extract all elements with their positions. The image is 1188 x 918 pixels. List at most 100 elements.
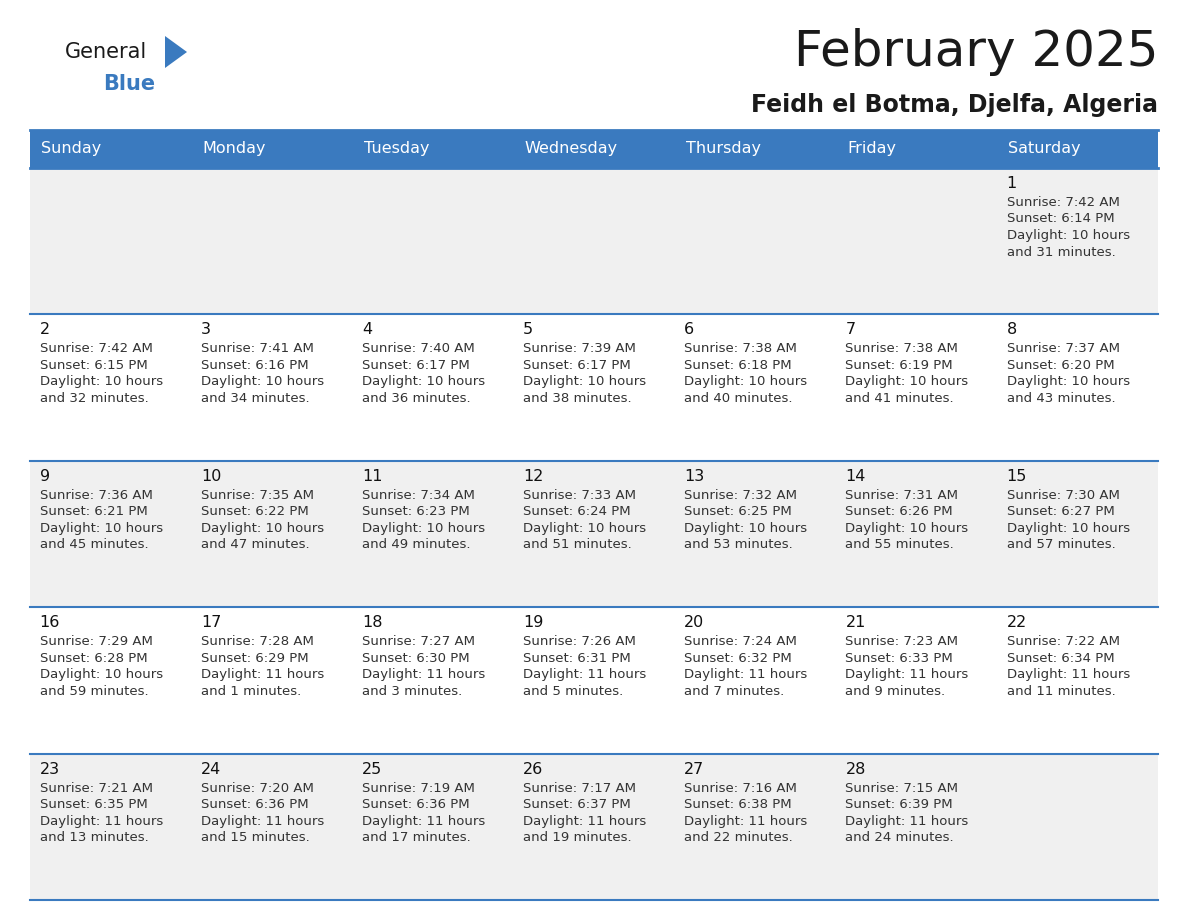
Text: Sunrise: 7:30 AM: Sunrise: 7:30 AM <box>1006 488 1119 502</box>
Text: Sunset: 6:36 PM: Sunset: 6:36 PM <box>362 798 469 812</box>
Text: and 7 minutes.: and 7 minutes. <box>684 685 784 698</box>
Text: February 2025: February 2025 <box>794 28 1158 76</box>
Text: 12: 12 <box>523 469 543 484</box>
Text: and 34 minutes.: and 34 minutes. <box>201 392 309 405</box>
Text: Daylight: 10 hours: Daylight: 10 hours <box>1006 375 1130 388</box>
Text: Feidh el Botma, Djelfa, Algeria: Feidh el Botma, Djelfa, Algeria <box>751 93 1158 117</box>
Text: and 19 minutes.: and 19 minutes. <box>523 831 632 844</box>
Text: and 40 minutes.: and 40 minutes. <box>684 392 792 405</box>
Text: and 3 minutes.: and 3 minutes. <box>362 685 462 698</box>
Text: Daylight: 10 hours: Daylight: 10 hours <box>846 521 968 535</box>
Text: Sunrise: 7:32 AM: Sunrise: 7:32 AM <box>684 488 797 502</box>
Text: Sunset: 6:37 PM: Sunset: 6:37 PM <box>523 798 631 812</box>
Text: Sunrise: 7:21 AM: Sunrise: 7:21 AM <box>39 781 153 795</box>
Text: and 24 minutes.: and 24 minutes. <box>846 831 954 844</box>
Text: Sunrise: 7:28 AM: Sunrise: 7:28 AM <box>201 635 314 648</box>
Text: Sunset: 6:28 PM: Sunset: 6:28 PM <box>39 652 147 665</box>
Text: Sunset: 6:34 PM: Sunset: 6:34 PM <box>1006 652 1114 665</box>
Text: and 45 minutes.: and 45 minutes. <box>39 538 148 552</box>
Text: 28: 28 <box>846 762 866 777</box>
Text: Sunrise: 7:42 AM: Sunrise: 7:42 AM <box>39 342 152 355</box>
Text: Daylight: 10 hours: Daylight: 10 hours <box>1006 229 1130 242</box>
Text: Sunset: 6:30 PM: Sunset: 6:30 PM <box>362 652 469 665</box>
Text: Sunrise: 7:38 AM: Sunrise: 7:38 AM <box>684 342 797 355</box>
Text: Sunrise: 7:24 AM: Sunrise: 7:24 AM <box>684 635 797 648</box>
Text: Sunset: 6:29 PM: Sunset: 6:29 PM <box>201 652 309 665</box>
Text: Sunset: 6:16 PM: Sunset: 6:16 PM <box>201 359 309 372</box>
Text: 18: 18 <box>362 615 383 630</box>
Text: 10: 10 <box>201 469 221 484</box>
Text: Thursday: Thursday <box>685 141 760 156</box>
Text: 13: 13 <box>684 469 704 484</box>
Text: and 36 minutes.: and 36 minutes. <box>362 392 470 405</box>
Text: Daylight: 11 hours: Daylight: 11 hours <box>1006 668 1130 681</box>
Text: 22: 22 <box>1006 615 1026 630</box>
Text: 17: 17 <box>201 615 221 630</box>
Text: Daylight: 10 hours: Daylight: 10 hours <box>39 668 163 681</box>
Text: 8: 8 <box>1006 322 1017 338</box>
Text: and 43 minutes.: and 43 minutes. <box>1006 392 1116 405</box>
Text: Sunrise: 7:29 AM: Sunrise: 7:29 AM <box>39 635 152 648</box>
Text: Sunrise: 7:31 AM: Sunrise: 7:31 AM <box>846 488 959 502</box>
Text: 4: 4 <box>362 322 372 338</box>
Text: Daylight: 10 hours: Daylight: 10 hours <box>362 375 485 388</box>
Text: 6: 6 <box>684 322 694 338</box>
Text: Sunset: 6:35 PM: Sunset: 6:35 PM <box>39 798 147 812</box>
Text: Sunrise: 7:15 AM: Sunrise: 7:15 AM <box>846 781 959 795</box>
Text: Sunrise: 7:17 AM: Sunrise: 7:17 AM <box>523 781 636 795</box>
Text: Wednesday: Wednesday <box>525 141 618 156</box>
Bar <box>30 168 1158 314</box>
Text: Daylight: 10 hours: Daylight: 10 hours <box>684 375 808 388</box>
Text: Daylight: 10 hours: Daylight: 10 hours <box>201 375 324 388</box>
Bar <box>30 754 1158 900</box>
Text: Sunset: 6:17 PM: Sunset: 6:17 PM <box>523 359 631 372</box>
Text: and 5 minutes.: and 5 minutes. <box>523 685 624 698</box>
Text: Saturday: Saturday <box>1009 141 1081 156</box>
Text: Daylight: 11 hours: Daylight: 11 hours <box>39 814 163 828</box>
Text: Sunset: 6:17 PM: Sunset: 6:17 PM <box>362 359 469 372</box>
Text: 21: 21 <box>846 615 866 630</box>
Text: Daylight: 10 hours: Daylight: 10 hours <box>39 375 163 388</box>
Text: 23: 23 <box>39 762 59 777</box>
Bar <box>997 130 1158 168</box>
Text: Daylight: 10 hours: Daylight: 10 hours <box>1006 521 1130 535</box>
Text: Sunrise: 7:34 AM: Sunrise: 7:34 AM <box>362 488 475 502</box>
Text: 19: 19 <box>523 615 543 630</box>
Text: 14: 14 <box>846 469 866 484</box>
Text: and 55 minutes.: and 55 minutes. <box>846 538 954 552</box>
Text: and 11 minutes.: and 11 minutes. <box>1006 685 1116 698</box>
Text: 1: 1 <box>1006 176 1017 191</box>
Text: and 32 minutes.: and 32 minutes. <box>39 392 148 405</box>
Text: Daylight: 11 hours: Daylight: 11 hours <box>684 668 808 681</box>
Text: Sunset: 6:20 PM: Sunset: 6:20 PM <box>1006 359 1114 372</box>
Text: Blue: Blue <box>103 74 156 94</box>
Text: Sunset: 6:15 PM: Sunset: 6:15 PM <box>39 359 147 372</box>
Text: Sunrise: 7:27 AM: Sunrise: 7:27 AM <box>362 635 475 648</box>
Text: and 22 minutes.: and 22 minutes. <box>684 831 794 844</box>
Text: Sunset: 6:33 PM: Sunset: 6:33 PM <box>846 652 953 665</box>
Text: Sunrise: 7:38 AM: Sunrise: 7:38 AM <box>846 342 959 355</box>
Text: 27: 27 <box>684 762 704 777</box>
Text: Sunset: 6:39 PM: Sunset: 6:39 PM <box>846 798 953 812</box>
Text: and 17 minutes.: and 17 minutes. <box>362 831 470 844</box>
Text: Daylight: 10 hours: Daylight: 10 hours <box>201 521 324 535</box>
Text: Daylight: 10 hours: Daylight: 10 hours <box>523 375 646 388</box>
Text: Sunrise: 7:19 AM: Sunrise: 7:19 AM <box>362 781 475 795</box>
Text: Sunrise: 7:36 AM: Sunrise: 7:36 AM <box>39 488 152 502</box>
Text: and 1 minutes.: and 1 minutes. <box>201 685 301 698</box>
Text: 20: 20 <box>684 615 704 630</box>
Text: Daylight: 10 hours: Daylight: 10 hours <box>523 521 646 535</box>
Text: and 51 minutes.: and 51 minutes. <box>523 538 632 552</box>
Text: Sunday: Sunday <box>42 141 101 156</box>
Text: and 41 minutes.: and 41 minutes. <box>846 392 954 405</box>
Text: Sunset: 6:32 PM: Sunset: 6:32 PM <box>684 652 792 665</box>
Text: Sunrise: 7:40 AM: Sunrise: 7:40 AM <box>362 342 475 355</box>
Text: and 13 minutes.: and 13 minutes. <box>39 831 148 844</box>
Text: Sunset: 6:25 PM: Sunset: 6:25 PM <box>684 505 792 519</box>
Text: Sunset: 6:36 PM: Sunset: 6:36 PM <box>201 798 309 812</box>
Bar <box>30 607 1158 754</box>
Text: 26: 26 <box>523 762 543 777</box>
Text: Daylight: 11 hours: Daylight: 11 hours <box>523 668 646 681</box>
Text: Sunrise: 7:37 AM: Sunrise: 7:37 AM <box>1006 342 1119 355</box>
Text: 16: 16 <box>39 615 61 630</box>
